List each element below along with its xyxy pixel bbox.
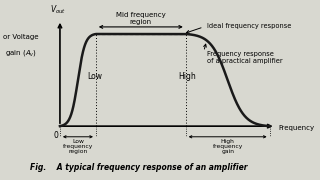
Text: 0: 0 [53,130,58,140]
Text: Fig.    A typical frequency response of an amplifier: Fig. A typical frequency response of an … [30,163,247,172]
Text: or Voltage: or Voltage [3,34,39,40]
Text: Ideal frequency response: Ideal frequency response [207,23,291,29]
Text: High: High [178,72,196,81]
Text: Frequency: Frequency [278,125,315,131]
Text: Mid frequency
region: Mid frequency region [116,12,166,25]
Text: High
frequency
gain: High frequency gain [212,139,243,154]
Text: $V_{out}$: $V_{out}$ [50,4,67,16]
Text: Low: Low [87,72,102,81]
Text: gain ($A_v$): gain ($A_v$) [5,48,37,58]
Text: Low
frequency
region: Low frequency region [63,139,93,154]
Text: Frequency response
of a practical amplifier: Frequency response of a practical amplif… [207,51,282,64]
